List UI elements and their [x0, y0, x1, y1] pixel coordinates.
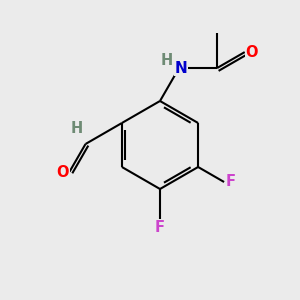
Text: H: H	[70, 121, 83, 136]
Text: H: H	[161, 52, 173, 68]
Text: N: N	[175, 61, 188, 76]
Text: F: F	[226, 175, 236, 190]
Text: F: F	[155, 220, 165, 235]
Text: O: O	[245, 45, 258, 60]
Text: O: O	[56, 165, 69, 180]
